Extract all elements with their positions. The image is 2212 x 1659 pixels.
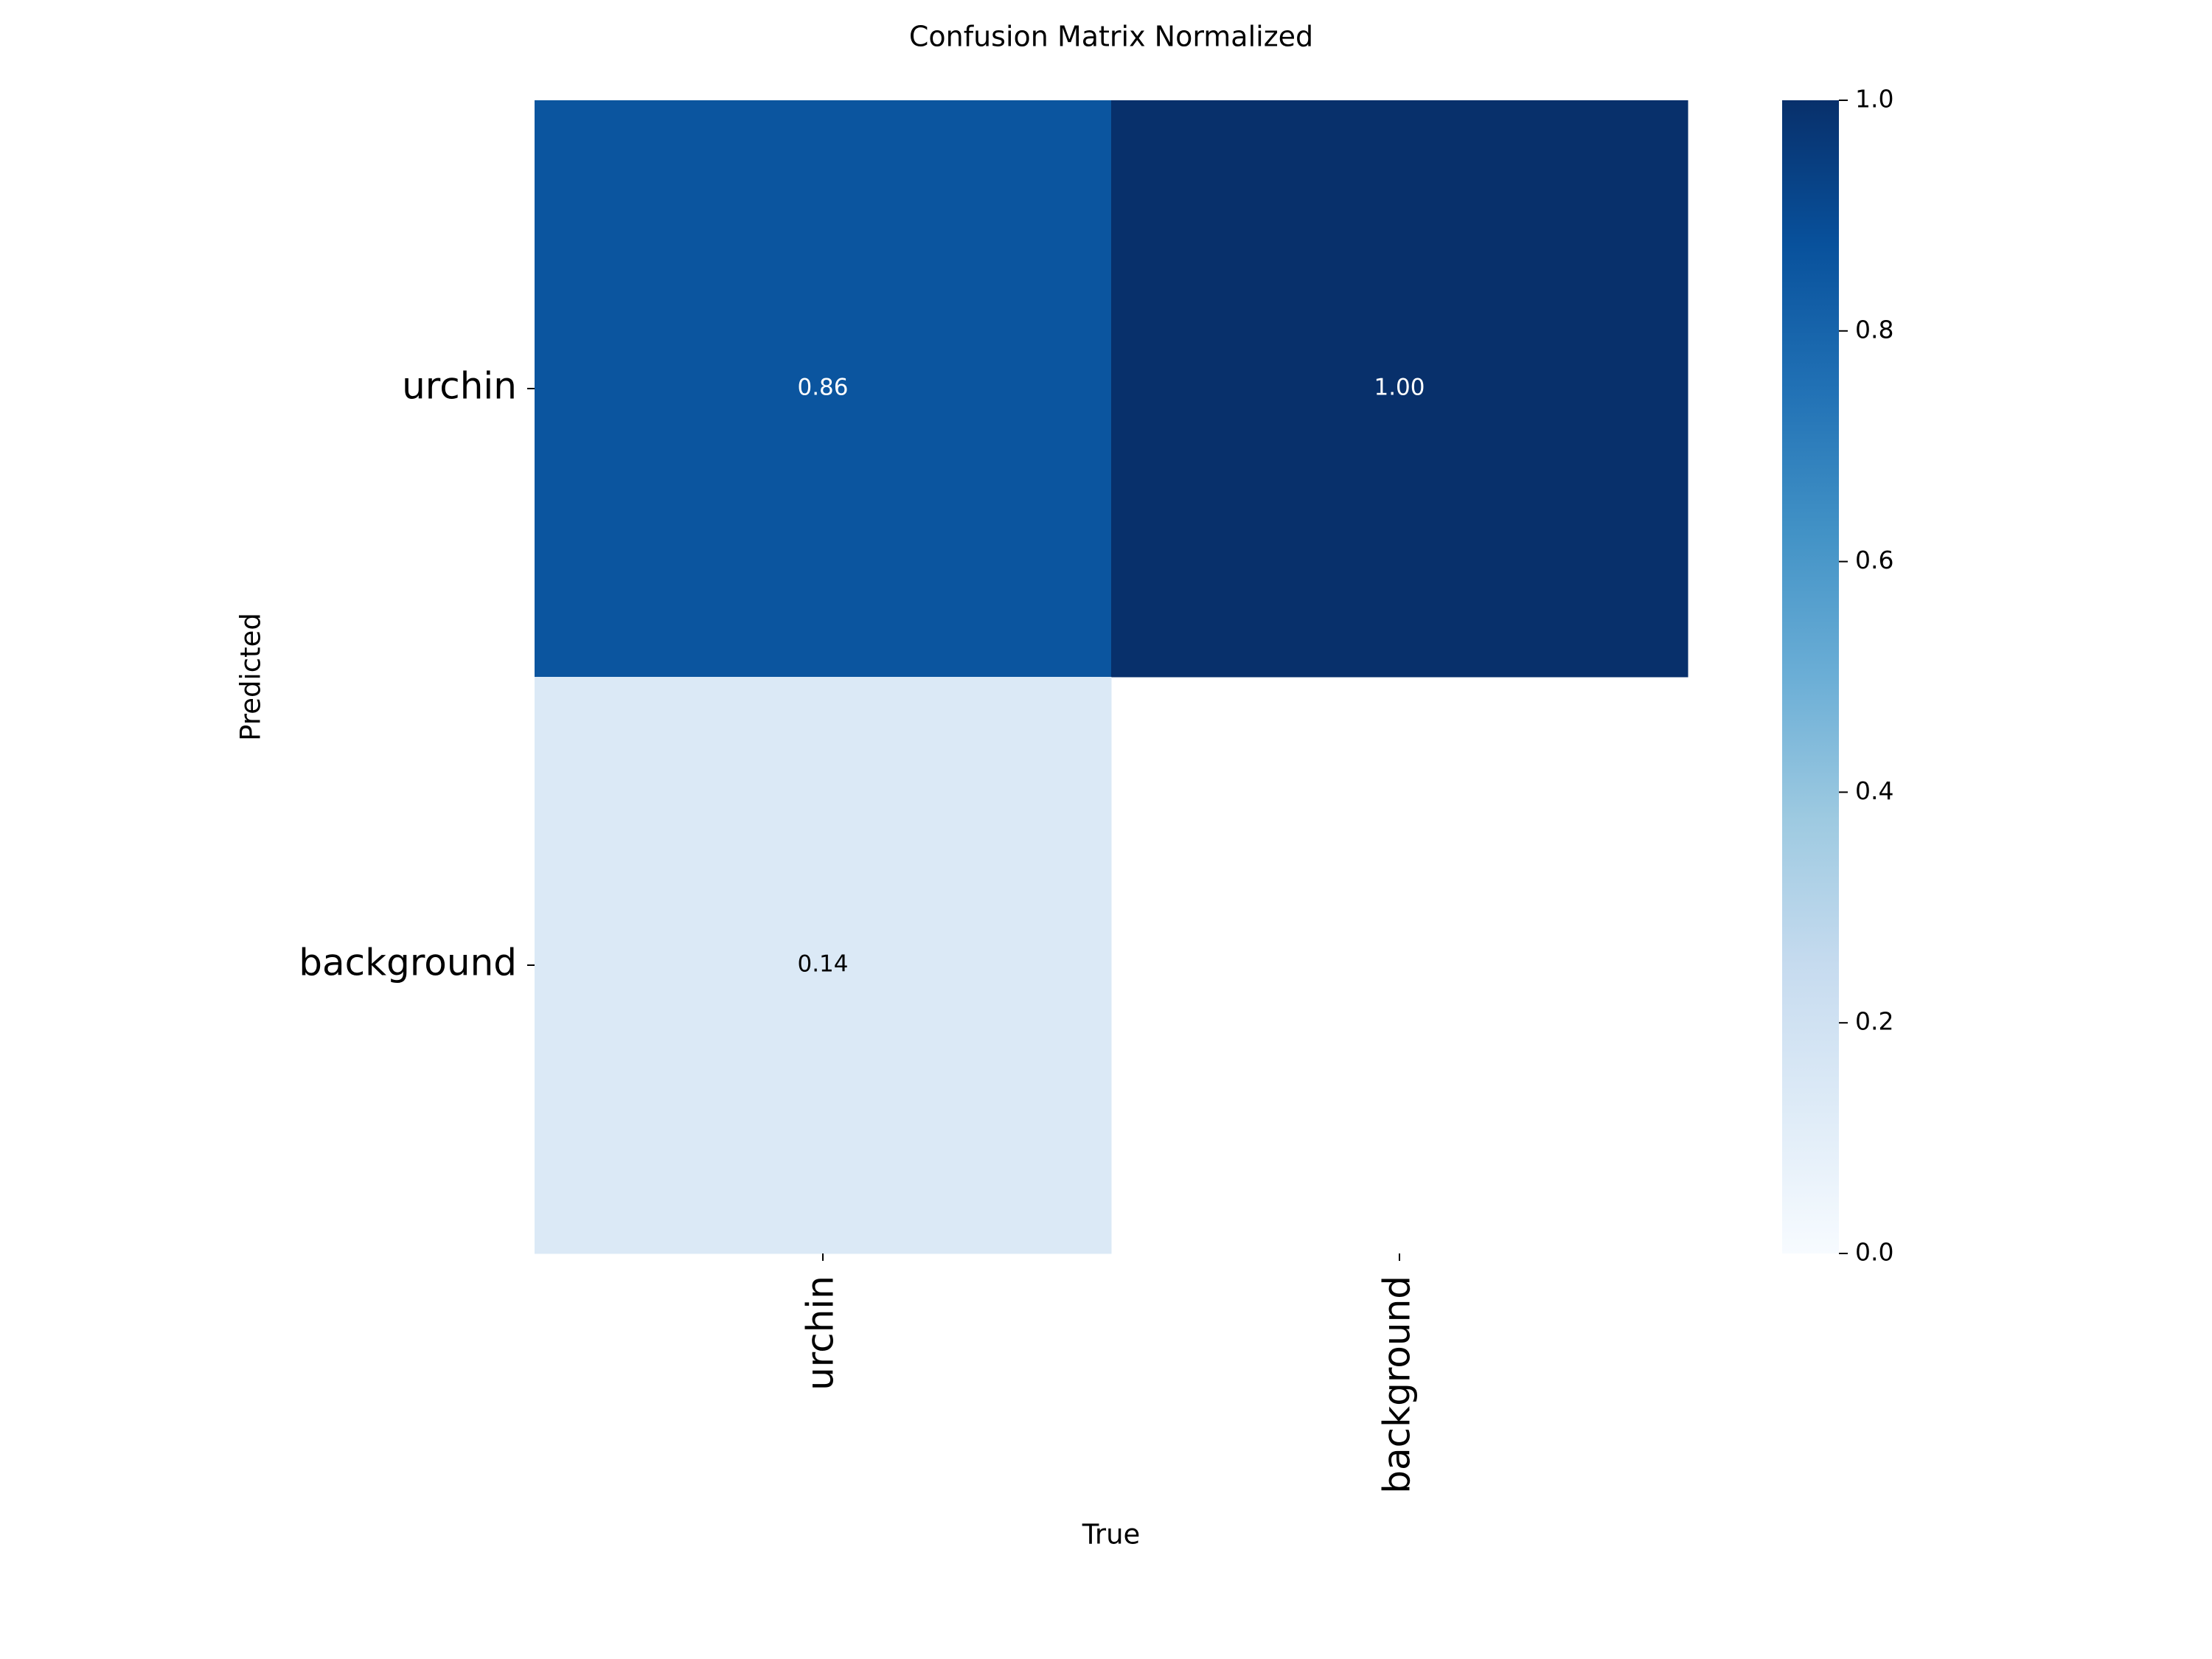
cell-label: 0.14 <box>797 951 848 978</box>
x-tick-label: urchin <box>799 1276 842 1391</box>
colorbar-tick-label: 0.2 <box>1855 1007 1893 1036</box>
y-axis-label: Predicted <box>235 613 267 741</box>
y-tick-label: urchin <box>402 365 517 408</box>
x-axis-label: True <box>1082 1519 1141 1551</box>
colorbar-tick-label: 0.0 <box>1855 1238 1893 1267</box>
heatmap-cell <box>535 100 1112 678</box>
y-tick-label: background <box>299 942 517 984</box>
cell-label: 1.00 <box>1374 375 1425 401</box>
heatmap-cell <box>535 677 1112 1254</box>
colorbar-tick-label: 0.8 <box>1855 315 1893 344</box>
chart-title: Confusion Matrix Normalized <box>909 21 1313 53</box>
heatmap-cell <box>1111 100 1688 678</box>
colorbar-tick-label: 0.6 <box>1855 546 1893 574</box>
colorbar-tick-label: 0.4 <box>1855 776 1893 805</box>
cell-label: 0.86 <box>797 375 848 401</box>
colorbar <box>1782 100 1839 1253</box>
colorbar-tick-label: 1.0 <box>1855 85 1893 114</box>
x-tick-label: background <box>1376 1276 1419 1494</box>
